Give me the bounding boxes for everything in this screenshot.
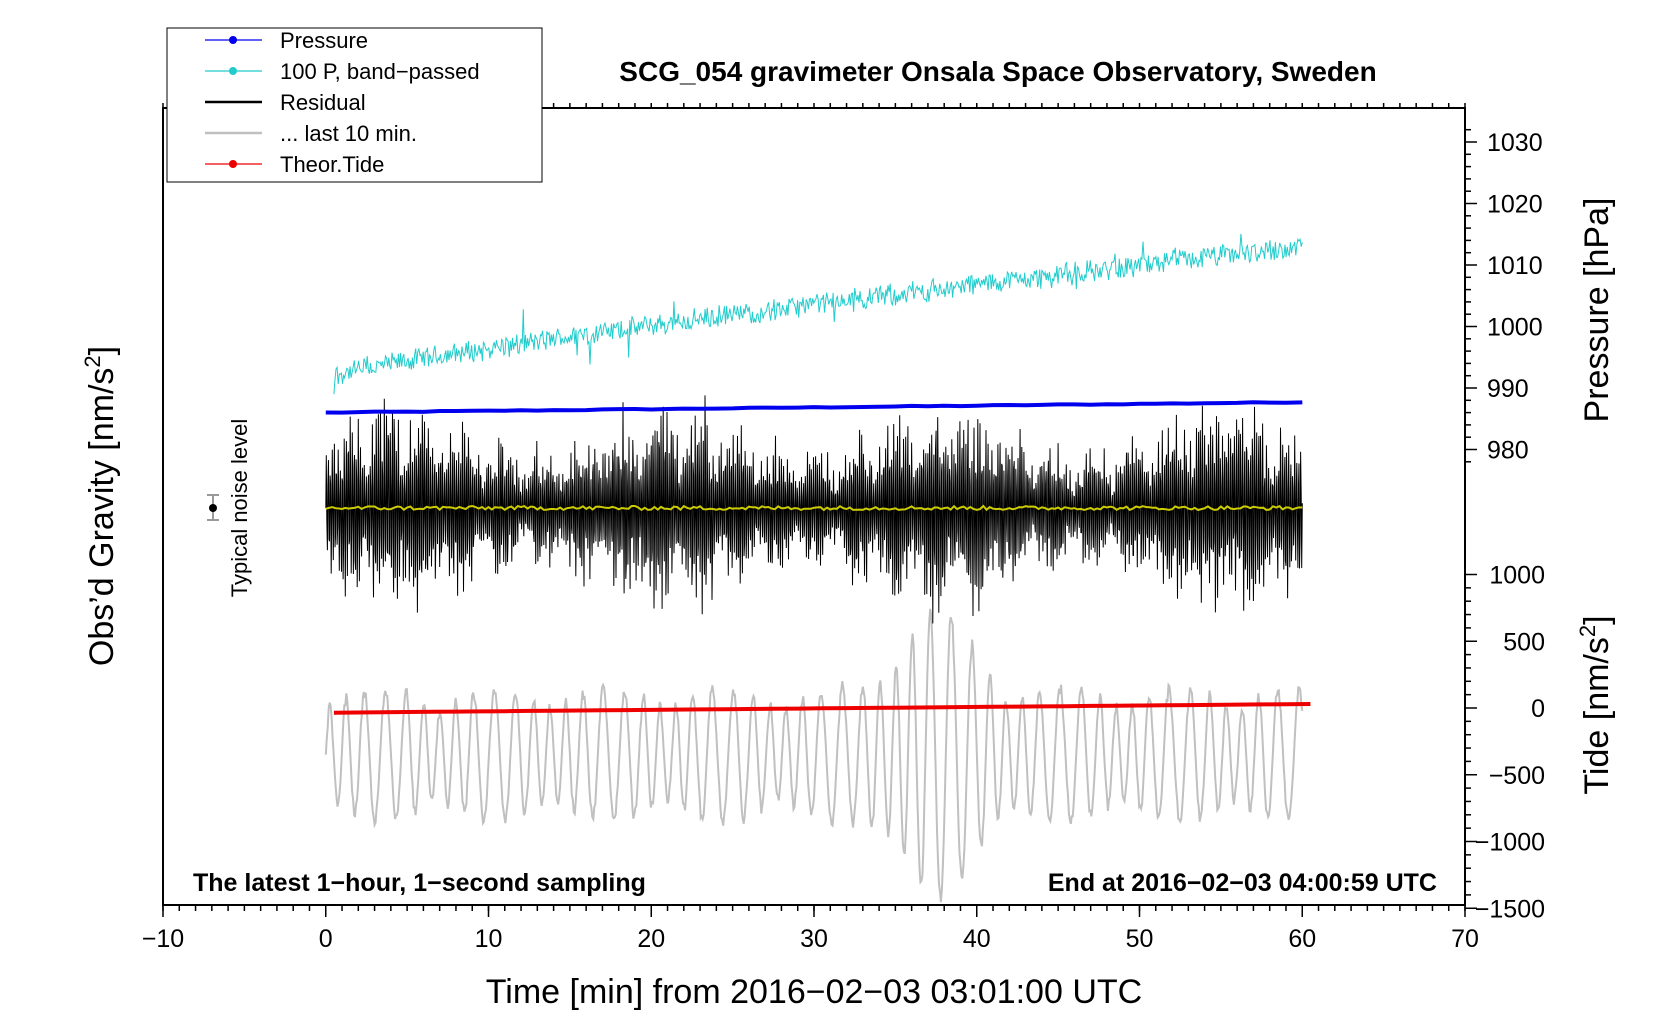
x-axis-label: Time [min] from 2016−02−03 03:01:00 UTC	[486, 973, 1142, 1011]
noise-label: Typical noise level	[227, 419, 252, 598]
legend-label: Theor.Tide	[280, 152, 384, 177]
pressure-tick-label: 1010	[1487, 252, 1543, 280]
x-axis-minor-ticks	[162, 905, 1466, 911]
pressure-tick-label: 990	[1487, 375, 1529, 403]
legend: Pressure 100 P, band−passed Residual ... la…	[166, 27, 543, 183]
noise-level-marker: Typical noise level	[207, 419, 252, 598]
series-layer	[324, 233, 1311, 903]
pressure-tick-label: 980	[1487, 437, 1529, 465]
x-tick-label: 40	[963, 925, 991, 953]
series-100p-bandpassed	[333, 233, 1303, 395]
tide-tick-label: 1000	[1489, 562, 1545, 590]
tide-tick-label: −500	[1489, 762, 1545, 790]
noise-point	[209, 504, 217, 512]
x-tick-label: 50	[1126, 925, 1154, 953]
legend-entries: Pressure 100 P, band−passed Residual ... la…	[205, 28, 480, 177]
y-axis-label-left-text: Obs’d Gravity [nm/s	[83, 368, 121, 667]
tide-axis: 1000 500 0 −500 −1000 −1500	[1465, 562, 1545, 923]
legend-label: Residual	[280, 90, 366, 115]
y-axis-label-pressure: Pressure [hPa]	[1578, 198, 1616, 423]
legend-marker	[229, 36, 237, 44]
legend-box	[166, 27, 543, 183]
annotation-end-time: End at 2016−02−03 04:00:59 UTC	[1048, 869, 1437, 897]
x-tick-label: 20	[637, 925, 665, 953]
x-tick-label: 70	[1451, 925, 1479, 953]
x-tick-label: 30	[800, 925, 828, 953]
tide-tick-label: 0	[1531, 695, 1545, 723]
series-theoretical-tide	[333, 702, 1311, 715]
y-axis-label-left-close: ]	[83, 346, 121, 355]
x-tick-label: 10	[475, 925, 503, 953]
series-residual	[325, 395, 1303, 624]
pressure-axis: 980 990 1000 1010 1020 1030	[1465, 128, 1543, 465]
pressure-tick-label: 1020	[1487, 191, 1543, 219]
legend-marker	[229, 67, 237, 75]
y-axis-label-tide-close: ]	[1578, 615, 1616, 624]
x-tick-label: 60	[1288, 925, 1316, 953]
tide-tick-label: 500	[1503, 628, 1545, 656]
y-axis-label-tide-sup: 2	[1575, 625, 1600, 637]
tide-tick-label: −1500	[1475, 895, 1545, 923]
annotation-sampling: The latest 1−hour, 1−second sampling	[193, 869, 646, 897]
chart-title: SCG_054 gravimeter Onsala Space Observat…	[619, 56, 1376, 87]
y-axis-label-tide-text: Tide [nm/s	[1578, 637, 1616, 794]
pressure-tick-label: 1000	[1487, 314, 1543, 342]
x-tick-label: −10	[142, 925, 184, 953]
legend-label: Pressure	[280, 28, 368, 53]
x-axis: −10 0 10 20 30 40 50 60 70	[142, 905, 1479, 953]
legend-marker	[229, 160, 237, 168]
series-residual-smoothed	[325, 504, 1303, 512]
y-axis-label-left-sup: 2	[80, 355, 105, 367]
x-tick-label: 0	[319, 925, 333, 953]
legend-label: ... last 10 min.	[280, 121, 417, 146]
series-last-10-min	[324, 608, 1304, 903]
legend-label: 100 P, band−passed	[280, 59, 480, 84]
pressure-tick-label: 1030	[1487, 129, 1543, 157]
y-axis-label-left: Obs’d Gravity [nm/s2]	[80, 346, 121, 666]
series-pressure	[325, 400, 1303, 415]
tide-tick-label: −1000	[1475, 829, 1545, 857]
y-axis-label-tide: Tide [nm/s2]	[1575, 615, 1616, 794]
